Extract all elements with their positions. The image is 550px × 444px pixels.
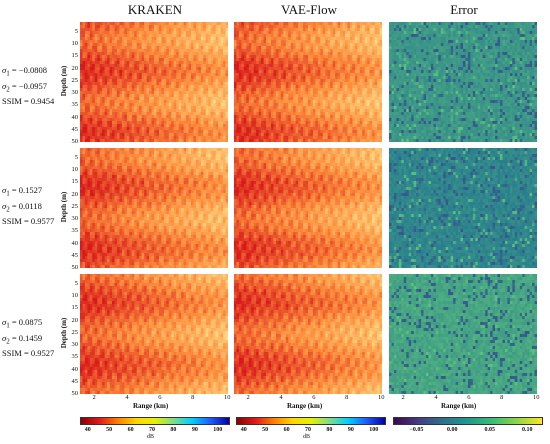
sigma1-line: σ1 = −0.0808 bbox=[2, 64, 62, 80]
y-tick-label: 10 bbox=[66, 292, 79, 299]
x-tick-label: 6 bbox=[467, 394, 470, 401]
colorbar-tick-label: 90 bbox=[348, 427, 354, 433]
x-tick-label: 4 bbox=[279, 394, 282, 401]
heatmap-panel-vae-flow-row2 bbox=[234, 148, 382, 268]
heatmap-panel-error-row2 bbox=[389, 148, 537, 268]
x-tick-label: 6 bbox=[158, 394, 161, 401]
colorbar-vae-flow bbox=[236, 417, 386, 425]
heatmap-panel-kraken-row2 bbox=[80, 148, 228, 268]
colorbar-tick-label: 100 bbox=[213, 427, 222, 433]
y-tick-label: 5 bbox=[66, 154, 78, 161]
y-tick-label: 25 bbox=[66, 77, 79, 84]
x-tick-label: 2 bbox=[92, 394, 95, 401]
colorbar-tick-label: 60 bbox=[128, 427, 134, 433]
y-tick-label: 45 bbox=[66, 126, 79, 133]
heatmap-panel-vae-flow-row1 bbox=[234, 22, 382, 142]
colorbar-tick-label: 50 bbox=[106, 427, 112, 433]
ssim-line: SSIM = 0.9454 bbox=[2, 95, 62, 107]
y-tick-label: 15 bbox=[66, 178, 79, 185]
column-title-kraken: KRAKEN bbox=[80, 2, 230, 18]
sigma2-line: σ2 = −0.0957 bbox=[2, 80, 62, 96]
x-tick-label: 4 bbox=[434, 394, 437, 401]
x-tick-label: 10 bbox=[378, 394, 385, 401]
heatmap-panel-vae-flow-row3 bbox=[234, 274, 382, 394]
row-label-3: σ1 = 0.0875 σ2 = 0.1459 SSIM = 0.9527 bbox=[2, 316, 62, 359]
heatmap-panel-kraken-row3 bbox=[80, 274, 228, 394]
y-tick-label: 25 bbox=[66, 203, 79, 210]
colorbar-tick-label: 40 bbox=[85, 427, 91, 433]
colorbar-tick-label: 80 bbox=[170, 427, 176, 433]
y-tick-label: 45 bbox=[66, 378, 79, 385]
column-title-error: Error bbox=[389, 2, 539, 18]
y-tick-label: 20 bbox=[66, 191, 79, 198]
heatmap-panel-kraken-row1 bbox=[80, 22, 228, 142]
x-axis-label-kraken: Range (km) bbox=[133, 402, 168, 410]
sigma2-line: σ2 = 0.0118 bbox=[2, 200, 62, 216]
row-label-1: σ1 = −0.0808 σ2 = −0.0957 SSIM = 0.9454 bbox=[2, 64, 62, 107]
y-tick-label: 10 bbox=[66, 166, 79, 173]
colorbar-tick-label: 90 bbox=[192, 427, 198, 433]
x-tick-label: 2 bbox=[401, 394, 404, 401]
colorbar-tick-label: 0.05 bbox=[485, 427, 496, 433]
y-tick-label: 30 bbox=[66, 89, 79, 96]
colorbar-tick-label: 100 bbox=[369, 427, 378, 433]
sigma2-line: σ2 = 0.1459 bbox=[2, 332, 62, 348]
y-tick-label: 45 bbox=[66, 252, 79, 259]
x-tick-label: 10 bbox=[533, 394, 540, 401]
ssim-line: SSIM = 0.9577 bbox=[2, 215, 62, 227]
x-tick-label: 8 bbox=[345, 394, 348, 401]
colorbar-tick-label: 70 bbox=[305, 427, 311, 433]
heatmap-panel-error-row3 bbox=[389, 274, 537, 394]
y-tick-label: 40 bbox=[66, 366, 79, 373]
x-axis-label-error: Range (km) bbox=[441, 402, 476, 410]
y-tick-label: 5 bbox=[66, 28, 78, 35]
y-tick-label: 40 bbox=[66, 114, 79, 121]
colorbar-tick-label: −0.05 bbox=[410, 427, 424, 433]
x-axis-label-vae-flow: Range (km) bbox=[287, 402, 322, 410]
y-tick-label: 50 bbox=[66, 264, 79, 271]
colorbar-tick-label: 60 bbox=[284, 427, 290, 433]
y-tick-label: 35 bbox=[66, 353, 79, 360]
colorbar-tick-label: 40 bbox=[241, 427, 247, 433]
colorbar-tick-label: 50 bbox=[262, 427, 268, 433]
y-tick-label: 40 bbox=[66, 240, 79, 247]
y-tick-label: 50 bbox=[66, 138, 79, 145]
x-tick-label: 10 bbox=[224, 394, 231, 401]
y-tick-label: 15 bbox=[66, 304, 79, 311]
colorbar-unit-vae-flow: dB bbox=[303, 434, 310, 440]
colorbar-kraken bbox=[80, 417, 230, 425]
y-tick-label: 15 bbox=[66, 52, 79, 59]
y-tick-label: 10 bbox=[66, 40, 79, 47]
x-tick-label: 6 bbox=[312, 394, 315, 401]
ssim-line: SSIM = 0.9527 bbox=[2, 347, 62, 359]
y-tick-label: 20 bbox=[66, 317, 79, 324]
y-tick-label: 35 bbox=[66, 101, 79, 108]
y-tick-label: 30 bbox=[66, 215, 79, 222]
y-tick-label: 25 bbox=[66, 329, 79, 336]
heatmap-panel-error-row1 bbox=[389, 22, 537, 142]
x-tick-label: 8 bbox=[191, 394, 194, 401]
colorbar-error bbox=[393, 417, 543, 425]
y-tick-label: 30 bbox=[66, 341, 79, 348]
x-tick-label: 4 bbox=[125, 394, 128, 401]
sigma1-line: σ1 = 0.0875 bbox=[2, 316, 62, 332]
colorbar-unit-kraken: dB bbox=[147, 434, 154, 440]
y-tick-label: 50 bbox=[66, 390, 79, 397]
row-label-2: σ1 = 0.1527 σ2 = 0.0118 SSIM = 0.9577 bbox=[2, 184, 62, 227]
x-tick-label: 2 bbox=[246, 394, 249, 401]
x-tick-label: 8 bbox=[500, 394, 503, 401]
colorbar-tick-label: 0.10 bbox=[522, 427, 533, 433]
y-tick-label: 35 bbox=[66, 227, 79, 234]
y-tick-label: 5 bbox=[66, 280, 78, 287]
column-title-vae-flow: VAE-Flow bbox=[234, 2, 384, 18]
colorbar-tick-label: 80 bbox=[326, 427, 332, 433]
colorbar-tick-label: 0.00 bbox=[447, 427, 458, 433]
y-tick-label: 20 bbox=[66, 65, 79, 72]
sigma1-line: σ1 = 0.1527 bbox=[2, 184, 62, 200]
colorbar-tick-label: 70 bbox=[149, 427, 155, 433]
